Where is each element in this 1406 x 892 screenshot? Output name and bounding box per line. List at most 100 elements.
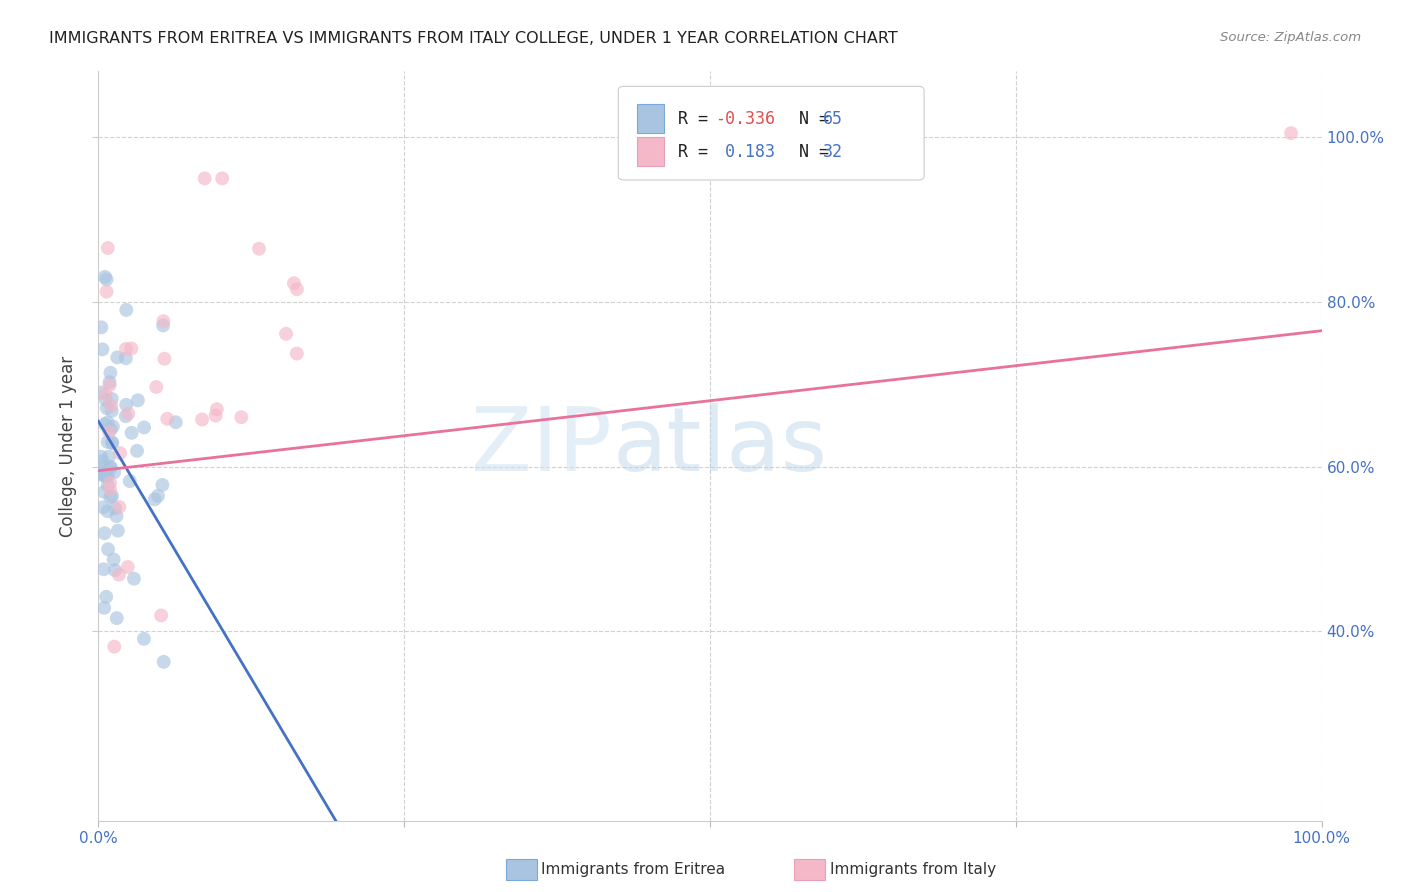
- Text: -0.336: -0.336: [714, 110, 775, 128]
- Text: atlas: atlas: [612, 402, 827, 490]
- Point: [211, 171, 233, 186]
- Point: [93, 459, 115, 474]
- Point: [145, 380, 167, 394]
- Text: 65: 65: [823, 110, 842, 128]
- Y-axis label: College, Under 1 year: College, Under 1 year: [59, 355, 77, 537]
- Point: [231, 410, 253, 425]
- Point: [96, 504, 118, 518]
- Point: [94, 392, 117, 407]
- Point: [93, 600, 115, 615]
- Point: [1279, 126, 1302, 140]
- Text: R =: R =: [678, 143, 718, 161]
- Point: [152, 318, 174, 333]
- Point: [150, 608, 173, 623]
- Point: [96, 416, 118, 430]
- Point: [91, 343, 114, 357]
- Point: [105, 351, 128, 365]
- Point: [100, 423, 122, 437]
- Point: [91, 500, 114, 515]
- Text: R =: R =: [678, 110, 718, 128]
- FancyBboxPatch shape: [619, 87, 924, 180]
- Point: [117, 407, 139, 421]
- Point: [98, 376, 121, 390]
- Point: [101, 419, 124, 434]
- Point: [105, 611, 128, 625]
- Point: [152, 478, 174, 492]
- Text: Immigrants from Eritrea: Immigrants from Eritrea: [541, 863, 725, 877]
- Text: 32: 32: [823, 143, 842, 161]
- FancyBboxPatch shape: [637, 104, 664, 133]
- Point: [96, 401, 118, 416]
- Point: [97, 478, 120, 492]
- Point: [105, 509, 128, 524]
- Point: [194, 171, 217, 186]
- Point: [274, 326, 297, 341]
- Point: [100, 366, 122, 380]
- Point: [100, 460, 122, 475]
- Point: [153, 351, 176, 366]
- Point: [97, 434, 120, 449]
- Point: [94, 468, 117, 483]
- Point: [205, 402, 228, 417]
- Point: [97, 469, 120, 483]
- Point: [96, 469, 118, 483]
- Point: [143, 492, 166, 507]
- Point: [101, 435, 124, 450]
- Point: [165, 415, 187, 429]
- Point: [115, 342, 138, 356]
- Point: [122, 572, 145, 586]
- Point: [114, 409, 136, 424]
- Text: N =: N =: [779, 143, 838, 161]
- Point: [132, 632, 155, 646]
- Point: [98, 425, 121, 439]
- Point: [101, 392, 124, 406]
- Point: [152, 655, 174, 669]
- Point: [101, 435, 124, 450]
- Point: [146, 489, 169, 503]
- Text: N =: N =: [779, 110, 838, 128]
- Point: [94, 269, 117, 284]
- Point: [93, 562, 115, 576]
- Point: [96, 590, 118, 604]
- Point: [90, 450, 112, 464]
- Point: [97, 241, 120, 255]
- Point: [283, 276, 305, 290]
- Point: [121, 425, 143, 440]
- Point: [115, 351, 138, 366]
- Point: [93, 484, 115, 499]
- Text: IMMIGRANTS FROM ERITREA VS IMMIGRANTS FROM ITALY COLLEGE, UNDER 1 YEAR CORRELATI: IMMIGRANTS FROM ERITREA VS IMMIGRANTS FR…: [49, 31, 898, 46]
- Point: [115, 398, 138, 412]
- Point: [156, 412, 179, 426]
- Point: [96, 285, 118, 299]
- Point: [91, 468, 114, 483]
- Point: [115, 302, 138, 317]
- Point: [104, 563, 127, 577]
- Point: [108, 446, 131, 460]
- Point: [98, 378, 121, 392]
- Point: [90, 385, 112, 400]
- Point: [97, 542, 120, 557]
- Text: Immigrants from Italy: Immigrants from Italy: [830, 863, 995, 877]
- Point: [98, 475, 121, 490]
- Point: [117, 560, 139, 574]
- Point: [204, 409, 226, 423]
- Text: Source: ZipAtlas.com: Source: ZipAtlas.com: [1220, 31, 1361, 45]
- Point: [103, 466, 125, 480]
- FancyBboxPatch shape: [637, 137, 664, 166]
- Point: [125, 443, 148, 458]
- Text: 0.183: 0.183: [714, 143, 775, 161]
- Point: [152, 314, 174, 328]
- Point: [98, 490, 121, 504]
- Point: [118, 474, 141, 488]
- Point: [107, 524, 129, 538]
- Point: [98, 483, 121, 497]
- Point: [94, 387, 117, 401]
- Point: [103, 552, 125, 566]
- Point: [100, 404, 122, 418]
- Point: [101, 489, 124, 503]
- Point: [127, 393, 149, 408]
- Point: [285, 282, 308, 296]
- Point: [108, 500, 131, 514]
- Point: [93, 526, 115, 541]
- Point: [94, 417, 117, 431]
